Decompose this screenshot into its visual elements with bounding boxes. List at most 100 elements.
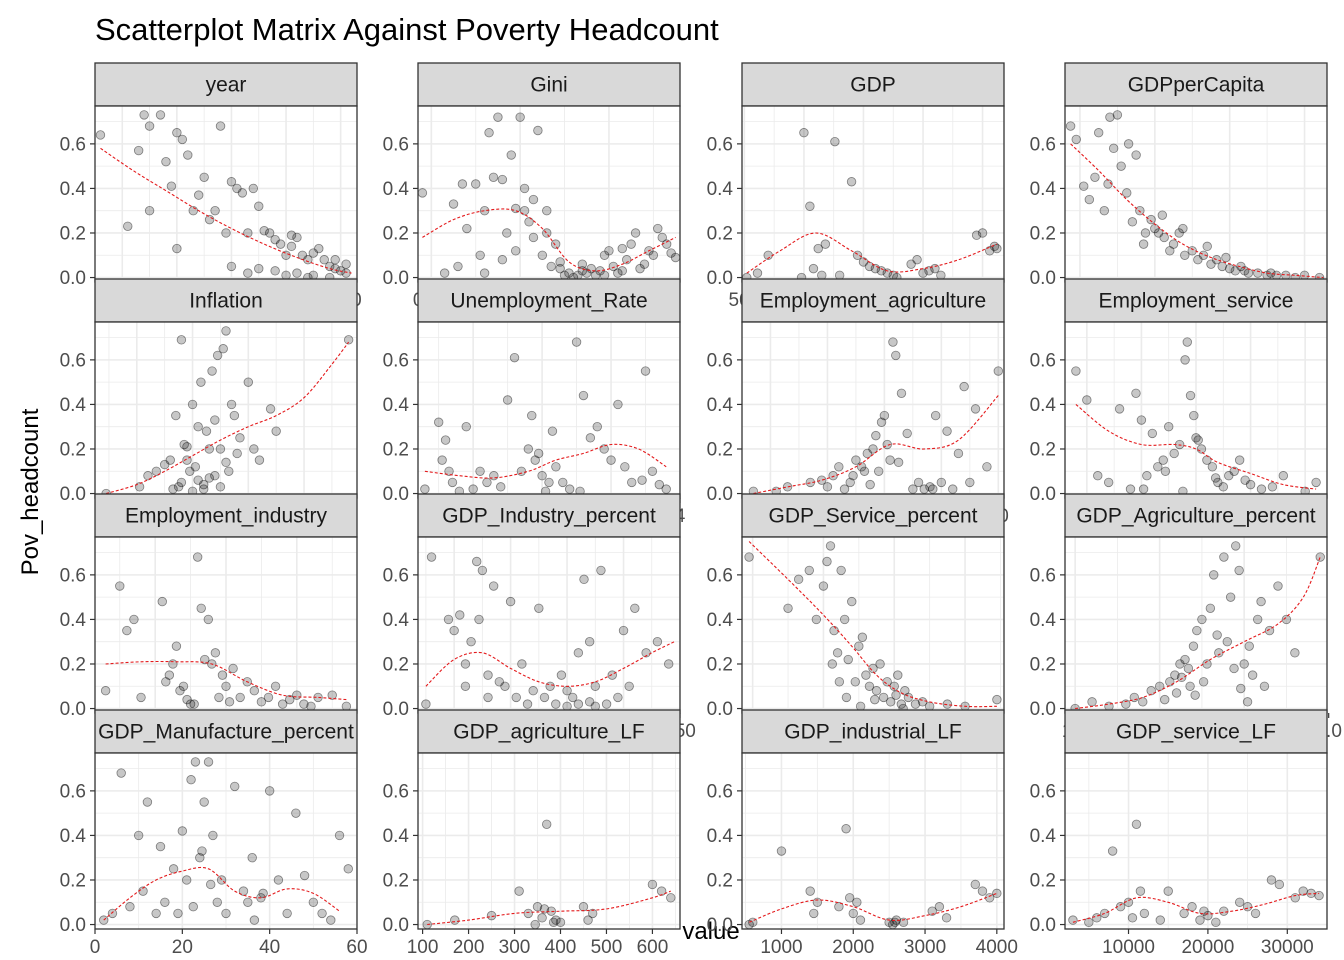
points-employment-agriculture xyxy=(748,337,1004,497)
data-point xyxy=(599,250,610,260)
smooth-line-unemployment-rate xyxy=(424,443,667,479)
y-tick-label: 0.6 xyxy=(60,781,86,802)
y-tick-label: 0.0 xyxy=(707,915,733,936)
data-point xyxy=(218,344,228,354)
panel-background xyxy=(418,753,680,929)
y-tick-label: 0.0 xyxy=(707,268,733,289)
panel-grid xyxy=(1065,753,1327,929)
data-point xyxy=(475,250,485,260)
data-point xyxy=(1219,906,1229,916)
data-point xyxy=(1211,917,1221,928)
data-point xyxy=(226,399,237,410)
data-point xyxy=(666,893,676,903)
y-tick-label: 0.0 xyxy=(383,699,409,720)
data-point xyxy=(1153,462,1163,472)
panel-background xyxy=(418,106,680,282)
data-point xyxy=(613,399,623,410)
data-point xyxy=(1274,879,1285,890)
data-point xyxy=(1179,908,1189,919)
smooth-line-gdp-agriculture-lf xyxy=(427,890,671,926)
data-point xyxy=(925,482,935,492)
data-point xyxy=(630,603,640,613)
data-point xyxy=(472,556,482,567)
data-point xyxy=(834,902,844,912)
data-point xyxy=(457,179,468,189)
data-point xyxy=(977,228,988,238)
data-point xyxy=(627,477,637,488)
data-point xyxy=(192,552,203,562)
data-point xyxy=(210,471,220,481)
data-point xyxy=(1103,477,1114,488)
data-point xyxy=(1185,681,1195,691)
data-point xyxy=(1234,455,1245,465)
x-tick-label: 4000 xyxy=(976,937,1018,958)
data-point xyxy=(275,239,286,249)
data-point xyxy=(248,183,258,194)
data-point xyxy=(811,614,822,625)
data-point xyxy=(1082,395,1092,405)
y-tick-label: 0.2 xyxy=(1030,439,1056,460)
data-point xyxy=(207,366,217,376)
data-point xyxy=(928,484,938,494)
data-point xyxy=(934,902,945,912)
data-point xyxy=(460,659,471,669)
data-point xyxy=(516,466,527,476)
data-point xyxy=(325,261,335,272)
data-point xyxy=(488,581,499,591)
y-tick-label: 0.0 xyxy=(60,915,86,936)
panel-background xyxy=(742,322,1004,498)
data-point xyxy=(273,875,284,885)
data-point xyxy=(1135,206,1145,216)
data-point xyxy=(653,223,663,234)
data-point xyxy=(486,910,497,921)
data-point xyxy=(936,477,947,488)
panel-background xyxy=(742,537,1004,713)
data-point xyxy=(912,255,922,265)
data-point xyxy=(1242,697,1253,707)
y-tick-label: 0.0 xyxy=(60,699,86,720)
data-point xyxy=(1157,210,1168,220)
x-tick-label: 400 xyxy=(545,937,577,958)
data-point xyxy=(1105,112,1115,122)
data-point xyxy=(533,125,543,136)
x-tick-label: 300 xyxy=(499,937,531,958)
y-tick-label: 0.4 xyxy=(60,610,87,631)
data-point xyxy=(107,908,118,919)
y-tick-label: 0.6 xyxy=(383,350,409,371)
data-point xyxy=(1299,270,1310,281)
data-point xyxy=(891,350,901,361)
data-point xyxy=(822,556,832,567)
data-point xyxy=(1259,681,1270,691)
data-point xyxy=(210,206,220,216)
data-point xyxy=(1188,641,1199,651)
data-point xyxy=(182,442,192,452)
data-point xyxy=(852,897,862,907)
data-point xyxy=(1093,128,1104,138)
data-point xyxy=(1182,337,1192,347)
data-point xyxy=(263,692,274,703)
data-point xyxy=(551,699,561,709)
data-point xyxy=(854,641,864,651)
data-point xyxy=(804,565,814,576)
data-point xyxy=(1240,475,1250,485)
panel-grid xyxy=(742,537,1004,713)
data-point xyxy=(1163,886,1173,896)
smooth-line-employment-agriculture xyxy=(753,395,999,495)
data-point xyxy=(1247,670,1258,680)
data-point xyxy=(884,917,894,928)
y-tick-label: 0.4 xyxy=(60,179,87,200)
data-point xyxy=(182,694,192,705)
facet-label-employment-service: Employment_service xyxy=(1099,290,1294,313)
data-point xyxy=(1084,194,1095,205)
data-point xyxy=(941,913,952,923)
data-point xyxy=(562,701,572,712)
data-point xyxy=(555,263,565,274)
data-point xyxy=(1222,637,1232,647)
x-tick-label: 40 xyxy=(259,937,280,958)
data-point xyxy=(453,261,463,272)
data-point xyxy=(341,259,351,269)
data-point xyxy=(1231,541,1241,551)
data-point xyxy=(133,830,144,841)
